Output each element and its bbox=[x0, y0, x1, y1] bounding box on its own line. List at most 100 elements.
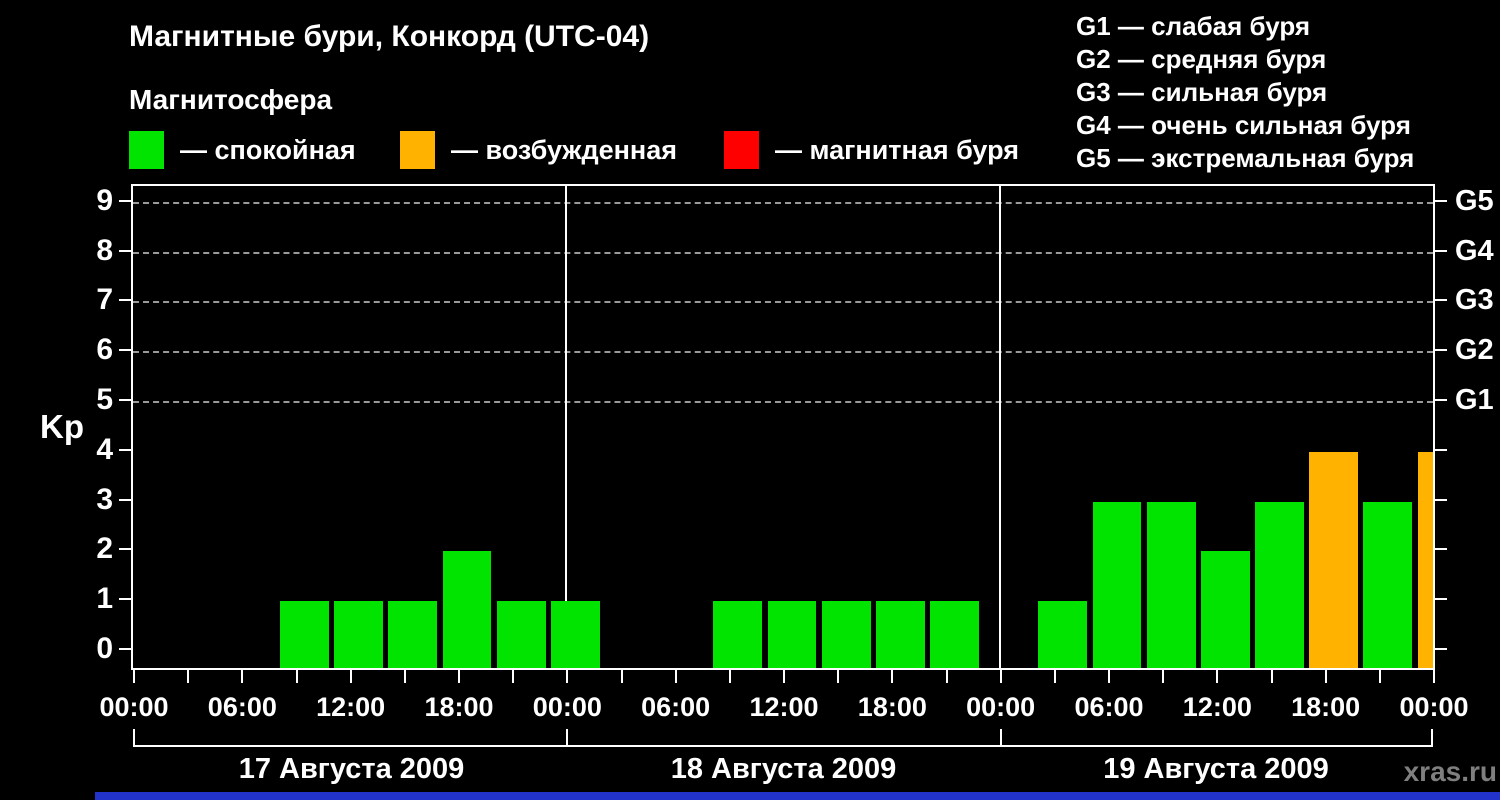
x-tick-39h bbox=[837, 670, 840, 683]
x-tick-15h bbox=[403, 670, 406, 683]
date-bracket-tick-24h bbox=[566, 729, 569, 747]
x-tick-label-18h: 18:00 bbox=[424, 692, 494, 722]
x-tick-3h bbox=[187, 670, 190, 683]
plot-area bbox=[131, 184, 1435, 670]
kp-bar-72.5h bbox=[1417, 451, 1433, 668]
right-axis-label-g1: G1 bbox=[1455, 384, 1494, 416]
x-tick-30h bbox=[674, 670, 677, 683]
x-tick-0h bbox=[133, 670, 135, 683]
x-tick-24h bbox=[566, 670, 569, 683]
storm-scale-g5: G5 — экстремальная буря bbox=[1076, 143, 1415, 173]
y-tick-9 bbox=[119, 199, 131, 202]
x-tick-label-30h: 06:00 bbox=[641, 692, 711, 722]
x-tick-33h bbox=[728, 670, 731, 683]
kp-bar-36.5h bbox=[767, 601, 817, 668]
kp-bar-57.5h bbox=[1146, 501, 1196, 668]
gridline-kp6 bbox=[133, 351, 1433, 354]
storm-scale-g1: G1 — слабая буря bbox=[1076, 11, 1311, 41]
storm-scale-g3: G3 — сильная буря bbox=[1076, 77, 1328, 107]
right-tick-3 bbox=[1435, 498, 1447, 501]
right-tick-4 bbox=[1435, 448, 1447, 451]
x-tick-12h bbox=[349, 670, 352, 683]
kp-bar-54.5h bbox=[1092, 501, 1142, 668]
kp-bar-9.5h bbox=[280, 601, 329, 668]
y-tick-label-5: 5 bbox=[96, 383, 113, 416]
right-tick-7 bbox=[1435, 299, 1447, 302]
kp-bar-42.5h bbox=[875, 601, 925, 668]
kp-bar-12.5h bbox=[334, 601, 384, 668]
x-tick-48h bbox=[999, 670, 1002, 683]
storm-scale-g2: G2 — средняя буря bbox=[1076, 44, 1327, 74]
kp-bar-60.5h bbox=[1200, 551, 1250, 668]
y-tick-label-2: 2 bbox=[96, 532, 113, 566]
page-title: Магнитные бури, Конкорд (UTC-04) bbox=[129, 20, 650, 53]
x-tick-label-36h: 12:00 bbox=[749, 692, 819, 722]
right-tick-9 bbox=[1435, 199, 1447, 202]
right-tick-5 bbox=[1435, 399, 1447, 401]
x-tick-label-48h: 00:00 bbox=[966, 692, 1036, 722]
kp-bar-24.5h bbox=[550, 601, 600, 668]
right-tick-2 bbox=[1435, 548, 1447, 551]
y-tick-label-8: 8 bbox=[96, 233, 113, 267]
y-tick-label-7: 7 bbox=[96, 283, 113, 317]
right-axis-label-g2: G2 bbox=[1455, 334, 1494, 367]
legend-label-quiet: — спокойная bbox=[180, 135, 356, 165]
right-tick-8 bbox=[1435, 249, 1447, 252]
y-tick-1 bbox=[119, 598, 131, 601]
y-tick-label-4: 4 bbox=[96, 432, 113, 466]
y-axis-title: Kp bbox=[40, 408, 84, 445]
x-tick-label-6h: 06:00 bbox=[207, 692, 277, 722]
x-tick-27h bbox=[620, 670, 623, 683]
storm-scale-legend: G1 — слабая буря G2 — средняя буря G3 — … bbox=[1076, 10, 1414, 175]
kp-bar-45.5h bbox=[930, 601, 979, 668]
x-tick-label-24h: 00:00 bbox=[532, 692, 602, 722]
kp-bar-39.5h bbox=[821, 601, 871, 668]
y-tick-0 bbox=[119, 648, 131, 650]
right-tick-6 bbox=[1435, 349, 1447, 352]
x-tick-69h bbox=[1378, 670, 1381, 683]
x-tick-42h bbox=[891, 670, 894, 683]
kp-bar-69.5h bbox=[1363, 501, 1413, 668]
kp-bar-63.5h bbox=[1255, 501, 1304, 668]
gridline-kp9 bbox=[133, 201, 1433, 204]
x-tick-label-54h: 06:00 bbox=[1074, 692, 1144, 722]
x-tick-6h bbox=[241, 670, 244, 683]
gridline-kp7 bbox=[133, 301, 1433, 304]
y-tick-3 bbox=[119, 498, 131, 501]
y-tick-7 bbox=[119, 299, 131, 302]
right-tick-1 bbox=[1435, 598, 1447, 601]
x-tick-label-0h: 00:00 bbox=[99, 692, 169, 722]
x-tick-label-42h: 18:00 bbox=[857, 692, 927, 722]
y-tick-label-9: 9 bbox=[96, 183, 113, 217]
x-tick-36h bbox=[783, 670, 785, 683]
y-tick-label-1: 1 bbox=[96, 582, 113, 616]
legend-swatch-excited bbox=[400, 131, 435, 169]
y-tick-label-3: 3 bbox=[96, 482, 113, 516]
kp-bar-21.5h bbox=[496, 601, 546, 668]
xras-watermark-link[interactable]: xras.ru bbox=[1403, 756, 1497, 787]
y-tick-4 bbox=[119, 448, 131, 451]
x-tick-72h bbox=[1433, 670, 1435, 683]
day-separator-2 bbox=[998, 186, 1001, 668]
kp-bar-66.5h bbox=[1309, 451, 1359, 668]
footer-strip bbox=[95, 792, 1500, 800]
day-separator-1 bbox=[565, 186, 568, 668]
date-bracket-tick-72h bbox=[1431, 729, 1433, 747]
y-tick-label-0: 0 bbox=[96, 632, 113, 665]
legend-label-storm: — магнитная буря bbox=[775, 135, 1019, 165]
magnetosphere-subtitle: Магнитосфера bbox=[129, 84, 333, 115]
x-tick-51h bbox=[1053, 670, 1056, 683]
date-label-day1: 17 Августа 2009 bbox=[238, 753, 465, 785]
y-tick-8 bbox=[119, 249, 131, 252]
date-label-day3: 19 Августа 2009 bbox=[1103, 753, 1329, 785]
kp-bar-18.5h bbox=[442, 551, 492, 668]
x-tick-label-72h: 00:00 bbox=[1399, 692, 1469, 722]
gridline-kp5 bbox=[133, 401, 1433, 403]
date-bracket-tick-0h bbox=[133, 729, 135, 747]
x-tick-45h bbox=[945, 670, 948, 683]
x-tick-label-60h: 12:00 bbox=[1182, 692, 1252, 722]
y-tick-6 bbox=[119, 349, 131, 352]
legend-swatch-storm bbox=[724, 131, 759, 169]
storm-scale-g4: G4 — очень сильная буря bbox=[1076, 110, 1411, 140]
